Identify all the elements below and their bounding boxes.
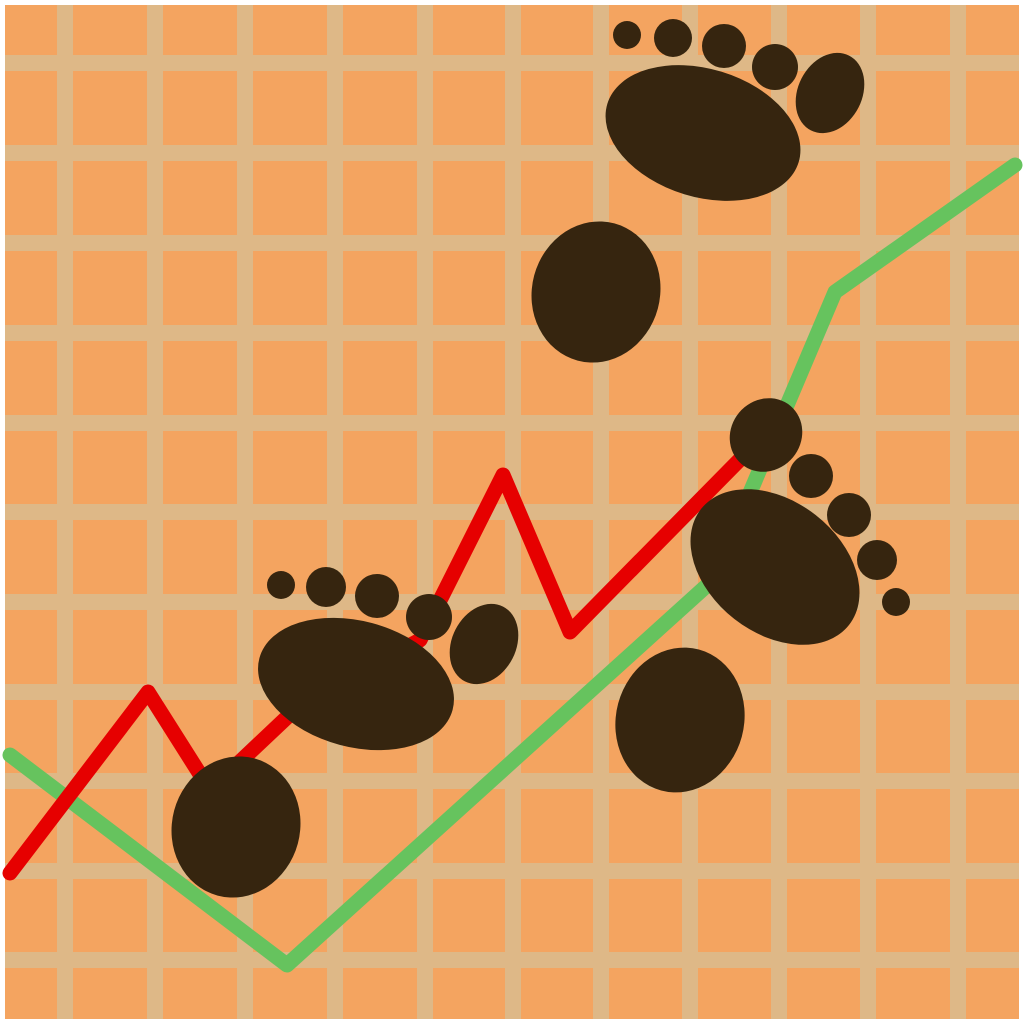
footprint-sole [258,617,454,751]
footprint-toe [613,21,641,49]
footprint-heel [615,647,745,793]
footprint-heel [531,221,661,363]
footprints [171,19,910,898]
footprint-toe [702,24,746,68]
footprint-toe [752,44,798,90]
footprint-toe [857,540,897,580]
footprint-left [171,567,519,898]
footprint-toe [267,571,295,599]
footprint-toe [789,454,833,498]
footprint-toe [355,574,399,618]
footprint-toe [306,567,346,607]
footprint-right [615,398,910,793]
footprint-top [531,19,865,363]
footprint-toe [654,19,692,57]
footprint-toe [827,493,871,537]
footprint-toe [795,52,865,134]
footprint-toe [406,594,452,640]
footprint-sole [690,489,860,645]
footprint-toe [729,398,803,472]
footprint-sole [605,65,801,201]
footprint-toe [449,603,519,685]
footprint-toe [882,588,910,616]
footprint-heel [171,756,301,898]
